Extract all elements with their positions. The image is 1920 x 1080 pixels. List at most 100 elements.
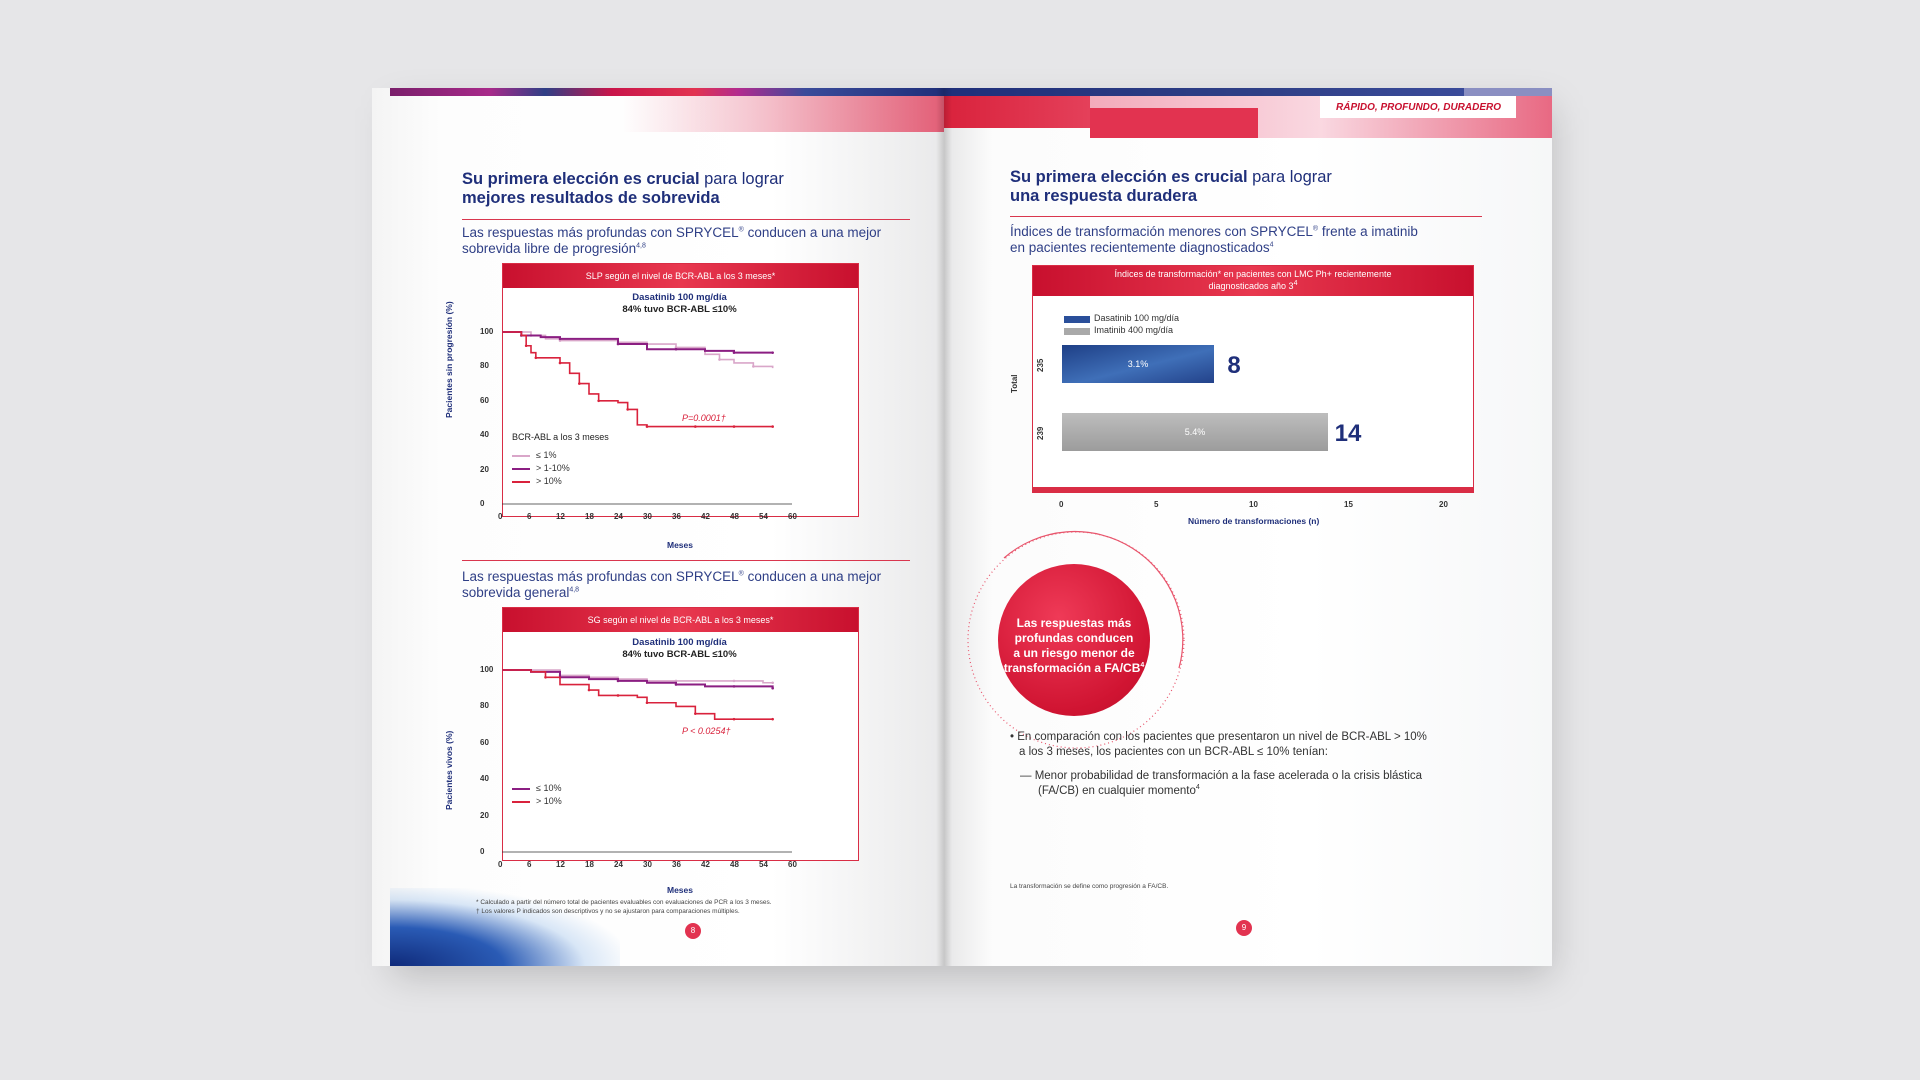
censor-mark (694, 425, 697, 428)
pfs-chart-header: SLP según el nivel de BCR-ABL a los 3 me… (503, 264, 858, 288)
os-annotation: Dasatinib 100 mg/día 84% tuvo BCR-ABL ≤1… (622, 637, 737, 660)
x-tick-label: 5 (1154, 500, 1159, 509)
pfs-y-axis-label: Pacientes sin progresión (%) (444, 301, 454, 418)
censor-mark (771, 717, 774, 721)
censor-mark (771, 686, 774, 690)
legend-label: > 1-10% (536, 463, 570, 473)
transform-x-axis-label: Número de transformaciones (n) (1188, 516, 1320, 526)
x-tick-label: 48 (730, 860, 739, 869)
x-tick-label: 54 (759, 512, 768, 521)
censor-mark (732, 685, 736, 688)
censor-mark (771, 681, 774, 685)
x-tick-label: 36 (672, 860, 681, 869)
x-tick-label: 24 (614, 512, 623, 521)
censor-mark (732, 351, 736, 354)
category-label: 235 (1036, 358, 1045, 372)
x-tick-label: 54 (759, 860, 768, 869)
x-tick-label: 12 (556, 512, 565, 521)
y-tick-label: 40 (480, 430, 489, 440)
x-tick-label: 60 (788, 860, 797, 869)
pfs-km-plot (502, 331, 792, 505)
censor-mark (558, 361, 562, 365)
os-chart-header: SG según el nivel de BCR-ABL a los 3 mes… (503, 608, 858, 632)
category-label: 239 (1036, 426, 1045, 440)
censor-mark (587, 688, 591, 692)
transform-chart-base (1033, 487, 1473, 492)
right-page-title: Su primera elección es crucial para logr… (1010, 168, 1332, 205)
y-tick-label: 60 (480, 395, 489, 405)
left-footnote-1: * Calculado a partir del número total de… (476, 899, 772, 906)
os-y-axis-label: Pacientes vivos (%) (444, 730, 454, 810)
header-red-block (944, 96, 1090, 128)
right-title-divider (1010, 216, 1482, 217)
censor-mark (616, 694, 620, 697)
pfs-chart-frame: SLP según el nivel de BCR-ABL a los 3 me… (502, 263, 859, 517)
censor-mark (544, 675, 547, 679)
y-tick-label: 60 (480, 737, 489, 747)
y-tick-label: 100 (480, 327, 494, 336)
censor-mark (718, 358, 721, 361)
censor-mark (645, 425, 649, 428)
x-tick-label: 36 (672, 512, 681, 521)
legend-swatch (512, 455, 530, 457)
page-number-left: 8 (685, 923, 701, 939)
header-gradient-band (622, 96, 944, 132)
censor-mark (674, 679, 678, 683)
header-color-bar (390, 88, 944, 96)
bar-percent-label: 3.1% (1128, 359, 1149, 369)
bar-percent-label: 5.4% (1185, 427, 1206, 437)
y-tick-label: 0 (480, 499, 485, 508)
left-page: Su primera elección es crucial para logr… (372, 88, 944, 966)
x-tick-label: 12 (556, 860, 565, 869)
x-tick-label: 15 (1344, 500, 1353, 509)
header-color-bar-right (944, 88, 1464, 96)
censor-mark (524, 344, 528, 348)
legend-label: ≤ 1% (536, 450, 557, 460)
censor-mark (626, 408, 629, 411)
pfs-annotation: Dasatinib 100 mg/día 84% tuvo BCR-ABL ≤1… (622, 292, 737, 315)
os-chart-frame: SG según el nivel de BCR-ABL a los 3 mes… (502, 607, 859, 861)
y-tick-label: 40 (480, 774, 489, 784)
right-page: RÁPIDO, PROFUNDO, DURADERO Su primera el… (944, 88, 1552, 966)
bottom-swoosh (390, 888, 620, 966)
transform-chart-header: Índices de transformación* en pacientes … (1033, 266, 1473, 296)
header-red-block-2 (1090, 108, 1258, 138)
censor-mark (732, 425, 736, 428)
legend-label: > 10% (536, 796, 562, 806)
censor-mark (674, 347, 678, 351)
legend-label: > 10% (536, 476, 562, 486)
censor-mark (694, 712, 697, 715)
pfs-p-value: P=0.0001† (682, 413, 726, 423)
bar-value-label: 8 (1227, 352, 1240, 379)
right-sub-heading: Índices de transformación menores con SP… (1010, 224, 1418, 255)
legend-swatch (1064, 328, 1090, 335)
legend-label: ≤ 10% (536, 783, 562, 793)
title-divider (462, 219, 910, 220)
x-tick-label: 6 (527, 860, 532, 869)
y-tick-label: 80 (480, 701, 489, 711)
legend-label: Dasatinib 100 mg/día (1094, 313, 1180, 323)
sub-heading-os: Las respuestas más profundas con SPRYCEL… (462, 569, 882, 600)
header-tag: RÁPIDO, PROFUNDO, DURADERO (1336, 102, 1502, 113)
censor-mark (534, 356, 538, 360)
header-tag-box (1320, 96, 1516, 118)
legend-swatch (512, 468, 530, 470)
legend-swatch (1064, 316, 1090, 323)
left-footnote-2: † Los valores P indicados son descriptiv… (476, 908, 740, 915)
x-tick-label: 60 (788, 512, 797, 521)
series-line-2 (502, 331, 773, 428)
spine-fold (936, 88, 952, 966)
x-tick-label: 0 (498, 512, 503, 521)
censor-mark (752, 365, 755, 368)
y-tick-label: 80 (480, 361, 489, 371)
x-tick-label: 18 (585, 512, 594, 521)
bar-1 (1062, 413, 1328, 451)
x-tick-label: 30 (643, 512, 652, 521)
censor-mark (578, 382, 581, 385)
y-tick-label: 100 (480, 665, 494, 674)
dash-item-lower-risk: — Menor probabilidad de transformación a… (1020, 770, 1423, 797)
x-tick-label: 10 (1249, 500, 1258, 509)
sub-heading-pfs: Las respuestas más profundas con SPRYCEL… (462, 225, 882, 256)
censor-mark (771, 351, 774, 354)
censor-mark (616, 342, 620, 346)
